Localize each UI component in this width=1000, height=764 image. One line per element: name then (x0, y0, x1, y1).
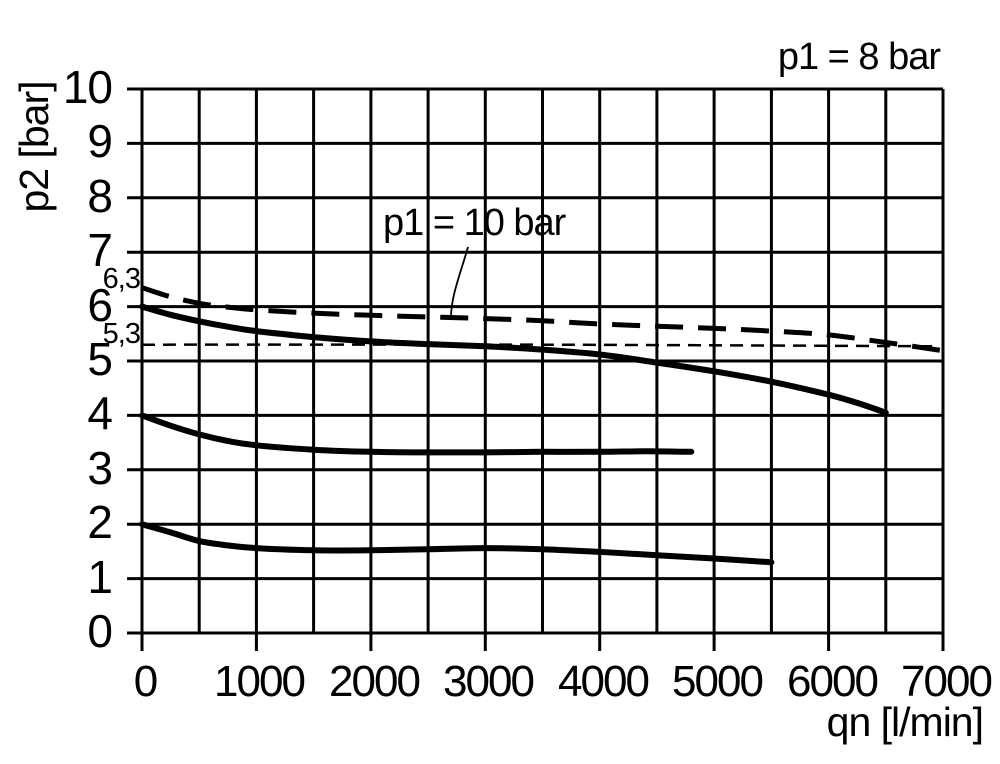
reference-label: 5,3 (102, 318, 141, 350)
curve-p1-8bar-solid (139, 303, 889, 416)
x-tick-label: 7000 (901, 657, 993, 706)
curve-set-2bar-solid (139, 521, 775, 566)
annotation-p1-10-bar: p1 = 10 bar (383, 202, 566, 244)
y-tick-label: 10 (62, 60, 113, 113)
y-tick-label: 4 (87, 386, 113, 439)
y-axis-title: p2 [bar] (11, 81, 57, 213)
x-tick-label: 3000 (443, 657, 535, 706)
y-tick-label: 6 (87, 278, 113, 331)
x-tick-label: 4000 (558, 657, 650, 706)
curve-set-4bar-solid (139, 412, 695, 456)
x-tick-label: 5000 (672, 657, 764, 706)
y-tick-label: 8 (87, 169, 113, 222)
x-tick-label: 6000 (787, 657, 879, 706)
y-tick-label: 5 (87, 332, 113, 385)
curve-p1-10bar-dashed (141, 285, 944, 354)
y-tick-label: 1 (87, 550, 113, 603)
x-tick-label: 2000 (329, 657, 421, 706)
y-tick-label: 7 (87, 223, 113, 276)
x-axis-title: qn [l/min] (826, 699, 984, 745)
annotation-p1-8-bar: p1 = 8 bar (777, 36, 941, 78)
y-tick-label: 2 (87, 495, 113, 548)
reference-line-5-3-bar (141, 343, 938, 348)
x-tick-label: 0 (133, 657, 159, 706)
annotation-leader-line (450, 246, 469, 318)
x-tick-label: 1000 (214, 657, 306, 706)
y-tick-label: 3 (87, 441, 113, 494)
y-tick-label: 9 (87, 114, 113, 167)
y-tick-label: 0 (87, 604, 113, 657)
reference-label: 6,3 (102, 263, 141, 295)
